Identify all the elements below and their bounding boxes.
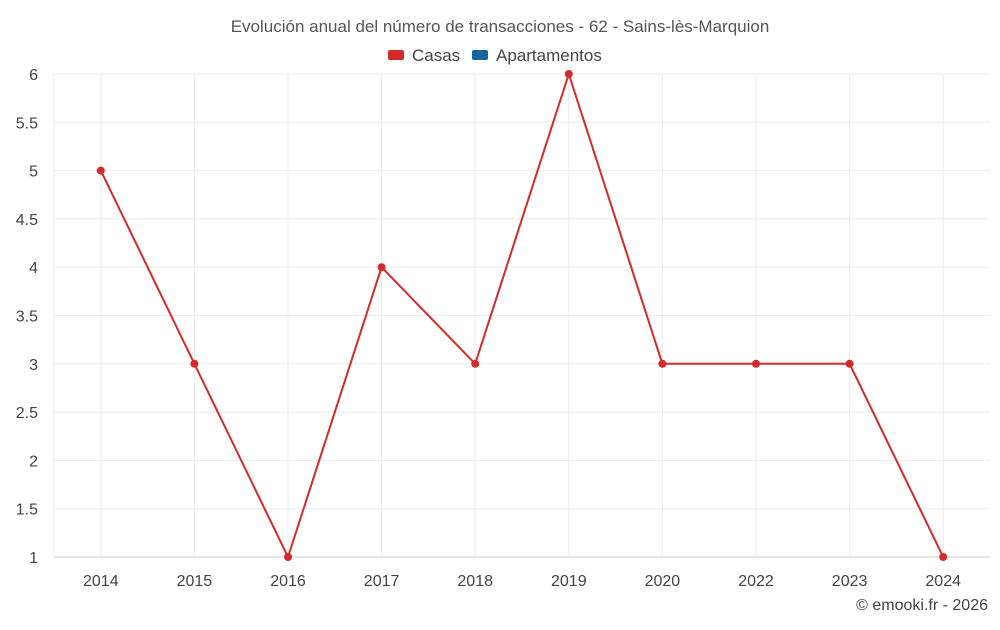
chart-title: Evolución anual del número de transaccio… xyxy=(231,17,770,36)
y-tick-label: 2.5 xyxy=(16,405,38,422)
x-tick-label: 2016 xyxy=(270,573,306,590)
data-point-casas[interactable] xyxy=(564,70,573,78)
data-point-casas[interactable] xyxy=(471,359,480,368)
x-tick-label: 2022 xyxy=(738,573,774,590)
x-tick-label: 2017 xyxy=(364,573,400,590)
credit-label: © emooki.fr - 2026 xyxy=(856,597,988,614)
grid-layer xyxy=(53,73,990,558)
x-tick-label: 2019 xyxy=(551,573,587,590)
y-tick-label: 4.5 xyxy=(16,212,38,229)
data-point-casas[interactable] xyxy=(845,359,854,368)
data-point-casas[interactable] xyxy=(96,166,105,175)
x-tick-label: 2020 xyxy=(645,573,681,590)
y-tick-label: 1.5 xyxy=(16,502,38,519)
legend-label-apartamentos: Apartamentos xyxy=(496,46,602,65)
data-point-casas[interactable] xyxy=(658,359,667,368)
x-tick-label: 2014 xyxy=(83,573,119,590)
data-point-casas[interactable] xyxy=(284,553,292,561)
y-tick-label: 5 xyxy=(29,164,38,181)
y-tick-label: 1 xyxy=(29,550,38,567)
legend-swatch-casas xyxy=(388,50,404,60)
legend-item-casas[interactable]: Casas xyxy=(388,46,460,65)
y-tick-label: 2 xyxy=(29,453,38,470)
y-tick-label: 4 xyxy=(29,260,38,277)
data-point-casas[interactable] xyxy=(939,553,948,561)
y-tick-label: 5.5 xyxy=(16,115,38,132)
y-tick-label: 6 xyxy=(29,67,38,84)
legend: Casas Apartamentos xyxy=(388,46,602,65)
point-layer xyxy=(96,70,948,561)
axis-layer: 1 1.5 2 2.5 3 3.5 4 4.5 5 5.5 6 2014 2015 2016 2017 201… xyxy=(16,67,961,590)
x-tick-label: 2023 xyxy=(832,573,868,590)
y-tick-label: 3 xyxy=(29,357,38,374)
legend-swatch-apartamentos xyxy=(472,50,488,60)
x-tick-label: 2018 xyxy=(457,573,493,590)
x-tick-label: 2015 xyxy=(177,573,213,590)
legend-label-casas: Casas xyxy=(412,46,460,65)
series-line-casas xyxy=(99,73,945,558)
data-point-casas[interactable] xyxy=(752,359,760,368)
series-layer xyxy=(99,73,945,558)
data-point-casas[interactable] xyxy=(377,263,386,272)
x-tick-label: 2024 xyxy=(925,573,961,590)
y-tick-label: 3.5 xyxy=(16,309,38,326)
data-point-casas[interactable] xyxy=(190,359,199,368)
legend-item-apartamentos[interactable]: Apartamentos xyxy=(472,46,602,65)
